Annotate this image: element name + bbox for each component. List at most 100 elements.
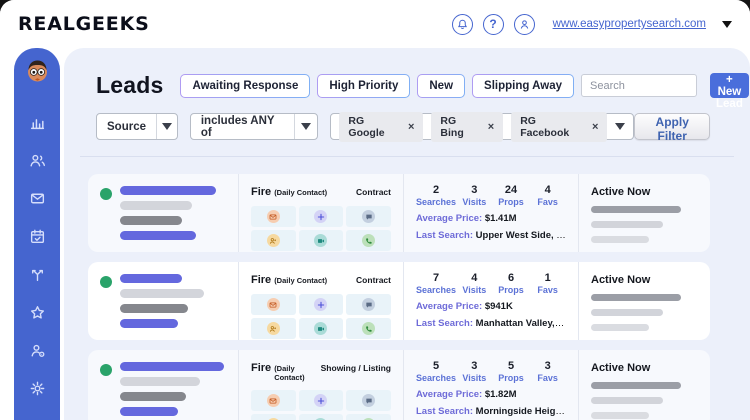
quick-filter-slipping-away[interactable]: Slipping Away (472, 74, 574, 98)
stat-label: Searches (416, 197, 457, 207)
search-input[interactable] (581, 74, 697, 97)
lead-card[interactable]: Fire (Daily Contact) Contract (88, 262, 710, 340)
filter-operator-select[interactable]: includes ANY of (189, 113, 319, 140)
mail-icon[interactable] (251, 206, 296, 227)
placeholder-bar (120, 289, 204, 298)
last-search-label: Last Search: (416, 406, 474, 417)
lead-temperature: Fire (251, 186, 272, 198)
settings-gear-icon[interactable] (18, 369, 56, 407)
team-settings-icon[interactable] (18, 331, 56, 369)
lead-status-column: Fire (Daily Contact) Contract (238, 174, 403, 252)
stat-value: 4 (544, 184, 551, 196)
placeholder-bar (120, 319, 178, 328)
dropdown-arrow-icon[interactable] (615, 123, 626, 130)
remove-chip-icon[interactable]: × (407, 120, 415, 133)
filter-chip-rg-bing[interactable]: RG Bing × (431, 111, 504, 142)
workflows-icon[interactable] (18, 255, 56, 293)
last-search-value: Manhattan Valley, $900K-$2M,... (475, 318, 566, 329)
last-search-value: Morningside Heights, $900K-$2M, P... (475, 406, 566, 417)
placeholder-bar (591, 206, 681, 213)
placeholder-bar (591, 412, 649, 419)
leads-header: Leads Awaiting Response High Priority Ne… (64, 48, 750, 110)
phone-icon[interactable] (346, 230, 391, 251)
placeholder-bar (120, 274, 182, 283)
sidebar (14, 48, 60, 420)
analytics-icon[interactable] (18, 103, 56, 141)
stat-label: Favs (537, 285, 558, 295)
mail-icon[interactable] (251, 390, 296, 411)
chat-icon[interactable] (346, 206, 391, 227)
stat-label: Favs (537, 197, 558, 207)
email-icon[interactable] (18, 179, 56, 217)
placeholder-bar (591, 309, 663, 316)
filter-bar: Source includes ANY of RG Google × RG Bi… (64, 99, 750, 143)
placeholder-bar (120, 216, 182, 225)
stat-value: 24 (504, 184, 518, 196)
chat-icon[interactable] (346, 390, 391, 411)
user-add-icon[interactable] (251, 414, 296, 420)
lead-contact-column (88, 174, 238, 252)
placeholder-bar (591, 236, 649, 243)
active-now-label: Active Now (591, 274, 651, 286)
stat-label: Searches (416, 285, 457, 295)
stat-value: 3 (471, 184, 478, 196)
video-icon[interactable] (298, 414, 344, 420)
user-add-icon[interactable] (251, 230, 296, 251)
stat-value: 2 (432, 184, 440, 196)
phone-icon[interactable] (346, 414, 391, 420)
favorites-star-icon[interactable] (18, 293, 56, 331)
mail-icon[interactable] (251, 294, 296, 315)
lead-cadence: (Daily Contact) (274, 188, 328, 197)
stat-value: 7 (432, 272, 440, 284)
status-dot (100, 364, 112, 376)
new-lead-button[interactable]: + New Lead (710, 73, 749, 110)
filter-values-multiselect[interactable]: RG Google × RG Bing × RG Facebook × (330, 111, 635, 142)
filter-field-select[interactable]: Source (96, 113, 178, 140)
remove-chip-icon[interactable]: × (591, 120, 599, 133)
add-icon[interactable] (298, 294, 344, 315)
contacts-icon[interactable] (18, 141, 56, 179)
notifications-bell-icon[interactable] (451, 13, 473, 35)
remove-chip-icon[interactable]: × (487, 120, 495, 133)
user-add-icon[interactable] (251, 318, 296, 339)
page-title: Leads (96, 72, 164, 98)
stat-value: 5 (432, 360, 440, 372)
stat-value: 6 (507, 272, 515, 284)
quick-filter-new[interactable]: New (417, 74, 465, 98)
placeholder-bar (591, 382, 681, 389)
lead-activity-column: Active Now (578, 174, 710, 252)
lead-stats-column: 7 Searches 4 Visits 6 Props 1 Favs Average P… (403, 262, 578, 340)
add-icon[interactable] (298, 206, 344, 227)
stat-value: 3 (471, 360, 478, 372)
add-icon[interactable] (298, 390, 344, 411)
lead-actions (251, 294, 391, 339)
placeholder-bar (120, 362, 224, 371)
placeholder-bar (120, 392, 186, 401)
stat-label: Props (498, 197, 524, 207)
chat-icon[interactable] (346, 294, 391, 315)
site-domain-link[interactable]: www.easypropertysearch.com (552, 18, 706, 30)
lead-status-column: Fire (Daily Contact) Showing / Listing (238, 350, 403, 420)
lead-contact-column (88, 262, 238, 340)
stat-value: 4 (471, 272, 478, 284)
filter-chip-rg-facebook[interactable]: RG Facebook × (511, 111, 608, 142)
lead-cadence: (Daily Contact) (274, 276, 328, 285)
account-icon[interactable] (513, 13, 535, 35)
quick-filter-awaiting-response[interactable]: Awaiting Response (180, 74, 310, 98)
lead-activity-column: Active Now (578, 350, 710, 420)
site-dropdown-arrow-icon[interactable] (722, 20, 732, 28)
lead-card[interactable]: Fire (Daily Contact) Showing / Listing (88, 350, 710, 420)
lead-card[interactable]: Fire (Daily Contact) Contract (88, 174, 710, 252)
video-icon[interactable] (298, 230, 344, 251)
average-price-label: Average Price: (416, 301, 483, 312)
calendar-icon[interactable] (18, 217, 56, 255)
apply-filter-button[interactable]: Apply Filter (634, 113, 710, 143)
phone-icon[interactable] (346, 318, 391, 339)
video-icon[interactable] (298, 318, 344, 339)
filter-chip-rg-google[interactable]: RG Google × (339, 111, 424, 142)
brand-logo: REALGEEKS (18, 13, 150, 35)
stat-label: Visits (462, 373, 487, 383)
quick-filter-high-priority[interactable]: High Priority (317, 74, 410, 98)
user-avatar[interactable] (24, 58, 51, 85)
help-icon[interactable]: ? (482, 13, 504, 35)
